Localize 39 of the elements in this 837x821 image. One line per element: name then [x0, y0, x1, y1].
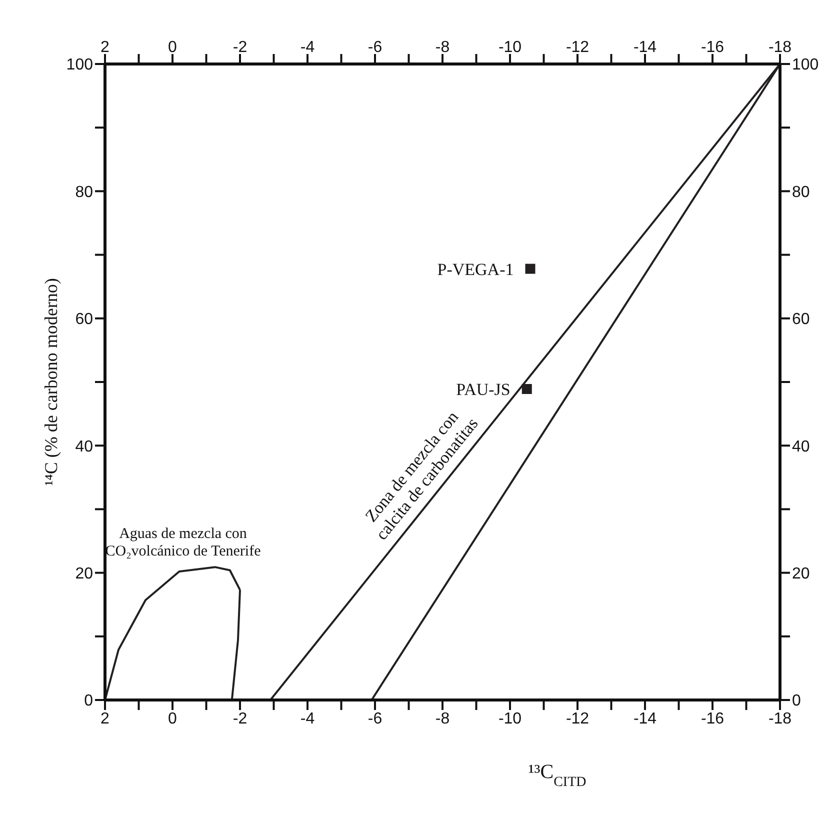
- x-tick-label: -2: [232, 39, 248, 56]
- x2-tick-label: 0: [168, 710, 178, 728]
- y2-tick-label: 60: [792, 311, 810, 328]
- y2-tick-label: 0: [792, 692, 801, 710]
- x2-tick-label: -2: [232, 710, 248, 728]
- x2-tick-label: -10: [498, 710, 522, 728]
- x-tick-label: -12: [566, 39, 590, 56]
- data-label: P-VEGA-1: [437, 260, 514, 279]
- y2-tick-label: 40: [792, 438, 810, 456]
- x-axis-title: ¹³C$_{CITD}$: [528, 761, 586, 790]
- y2-tick-label: 80: [792, 184, 810, 201]
- x-tick-label: -6: [368, 39, 382, 56]
- y-tick-label: 100: [66, 56, 94, 74]
- x2-tick-label: 2: [100, 710, 110, 728]
- x-tick-label: -4: [300, 39, 315, 56]
- x2-tick-label: -8: [435, 710, 450, 728]
- x-tick-label: -8: [435, 39, 450, 56]
- x-tick-label: 2: [100, 39, 110, 56]
- x2-tick-label: -12: [566, 710, 590, 728]
- y2-tick-label: 20: [792, 565, 810, 582]
- x2-tick-label: -4: [300, 710, 315, 728]
- y-tick-label: 20: [75, 565, 94, 582]
- x-tick-label: 0: [168, 39, 178, 56]
- y-tick-label: 60: [75, 311, 94, 328]
- x2-tick-label: -16: [700, 710, 724, 728]
- x-tick-label: -18: [768, 39, 792, 56]
- y-tick-label: 40: [75, 438, 94, 456]
- x2-tick-label: -18: [768, 710, 792, 728]
- annotation: Aguas de mezcla con CO₂volcánico de Tenerife: [105, 526, 262, 560]
- x-tick-label: -14: [633, 39, 657, 56]
- data-label: PAU-JS: [456, 380, 510, 400]
- y-tick-label: 80: [75, 184, 94, 201]
- y2-tick-label: 100: [792, 56, 819, 74]
- x2-tick-label: -14: [633, 710, 657, 728]
- x2-tick-label: -6: [368, 710, 382, 728]
- y-axis-title: ¹⁴C (% de carbono moderno): [41, 278, 61, 486]
- x-tick-label: -16: [700, 39, 724, 56]
- y-tick-label: 0: [84, 692, 94, 710]
- x-tick-label: -10: [498, 39, 522, 56]
